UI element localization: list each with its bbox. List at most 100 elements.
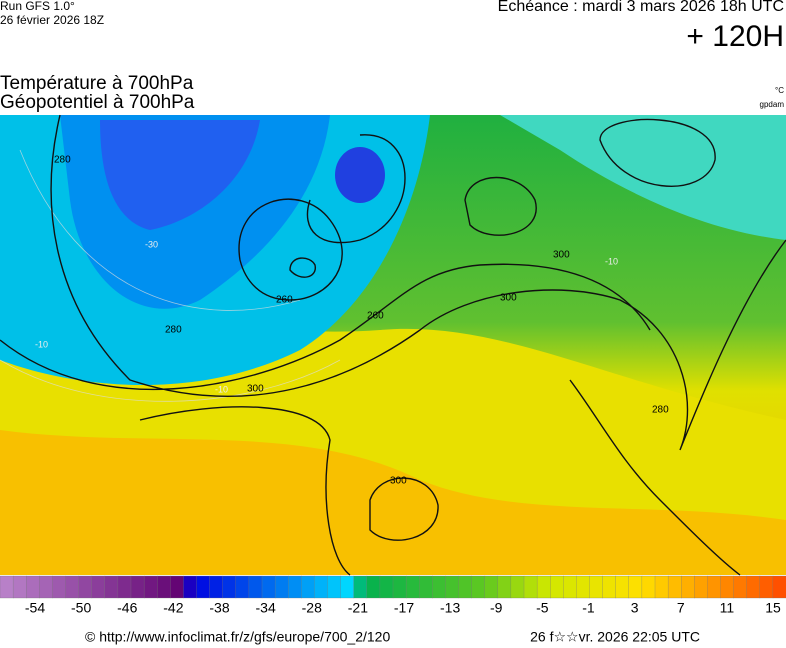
- isotherm-label: -30: [145, 239, 158, 249]
- contour: [599, 118, 716, 187]
- colorbar-swatch: [628, 575, 643, 599]
- colorbar-swatch: [78, 575, 93, 599]
- isotherm-label: -10: [35, 339, 48, 349]
- colorbar-swatch: [392, 575, 407, 599]
- contour: [306, 134, 406, 244]
- isotherm: [0, 359, 341, 402]
- map: 280 260 260 280 300 300 300 300 280 -30 …: [0, 114, 786, 576]
- colorbar-label: -46: [117, 600, 137, 616]
- colorbar-swatch: [432, 575, 446, 599]
- colorbar-swatch: [419, 575, 433, 599]
- colorbar-swatch: [261, 575, 276, 599]
- colorbar-label: -9: [490, 600, 503, 616]
- colorbar-swatch: [235, 575, 250, 599]
- colorbar-label: -21: [348, 600, 368, 616]
- colorbar-swatch: [117, 575, 132, 599]
- colorbar-swatch: [52, 575, 66, 599]
- colorbar-label: -5: [536, 600, 549, 616]
- colorbar-swatch: [746, 575, 761, 599]
- colorbar-swatch: [497, 575, 512, 599]
- colorbar-swatch: [170, 575, 184, 599]
- colorbar-swatch: [602, 575, 617, 599]
- colorbar-label: 7: [677, 600, 685, 616]
- title-geo: Géopotentiel à 700hPa: [0, 92, 195, 113]
- colorbar-label: 11: [720, 600, 735, 616]
- run-date: 26 février 2026 18Z: [0, 13, 104, 27]
- colorbar-label: -50: [71, 600, 91, 616]
- contour-label: 300: [390, 476, 407, 487]
- coldest-zone: [100, 120, 260, 230]
- contour-label: 280: [165, 325, 182, 336]
- colorbar-swatch: [288, 575, 302, 599]
- colorbar-swatch: [26, 575, 40, 599]
- colorbar-swatch: [615, 575, 630, 599]
- contour: [238, 198, 343, 301]
- colorbar-swatch: [484, 575, 499, 599]
- colorbar-swatch: [327, 575, 342, 599]
- colorbar-swatch: [458, 575, 473, 599]
- colorbar-label: -34: [256, 600, 276, 616]
- contour: [50, 114, 786, 451]
- colorbar-swatch: [733, 575, 748, 599]
- colorbar-label: -42: [163, 600, 183, 616]
- colorbar-label: 3: [631, 600, 639, 616]
- colorbar-label: -28: [302, 600, 322, 616]
- colorbar-swatch: [340, 575, 355, 599]
- footer-url: © http://www.infoclimat.fr/z/gfs/europe/…: [85, 629, 390, 645]
- colorbar-swatch: [248, 575, 263, 599]
- colorbar-label: -17: [394, 600, 414, 616]
- contour: [369, 477, 439, 541]
- colorbar-label: -13: [440, 600, 460, 616]
- contour-label: 300: [247, 384, 264, 395]
- colorbar-swatch: [563, 575, 577, 599]
- run-label: Run GFS 1.0°: [0, 0, 75, 13]
- colorbar-swatch: [209, 575, 224, 599]
- colorbar-swatch: [222, 575, 237, 599]
- colorbar-swatch: [681, 575, 695, 599]
- hot-zone: [0, 430, 786, 575]
- colorbar-swatch: [274, 575, 289, 599]
- contour-label: 280: [652, 405, 669, 416]
- isotherm-label: -10: [215, 384, 228, 394]
- colorbar-swatch: [301, 575, 315, 599]
- colorbar-swatch: [576, 575, 590, 599]
- colorbar: -54 -50 -46 -42 -38 -34 -28 -21 -17 -13 -9 -5 -1 3 7 11…: [0, 575, 786, 616]
- colorbar-swatch: [353, 575, 368, 599]
- colorbar-swatch: [91, 575, 106, 599]
- cold-core: [335, 147, 385, 203]
- isotherm-label: -10: [605, 256, 618, 266]
- colorbar-swatch: [366, 575, 381, 599]
- contour-label: 300: [500, 293, 517, 304]
- contour-label: 280: [54, 155, 71, 166]
- footer-generated: 26 f☆☆vr. 2026 22:05 UTC: [530, 629, 700, 645]
- colorbar-swatch: [523, 575, 538, 599]
- colorbar-swatch: [471, 575, 486, 599]
- colorbar-swatch: [694, 575, 708, 599]
- colorbar-swatch: [130, 575, 145, 599]
- contour: [0, 263, 651, 391]
- colorbar-swatch: [314, 575, 328, 599]
- contour: [289, 257, 316, 278]
- colorbar-swatch: [720, 575, 735, 599]
- echeance: Echéance : mardi 3 mars 2026 18h UTC: [498, 0, 784, 15]
- colorbar-swatch: [183, 575, 197, 599]
- colorbar-swatch: [0, 575, 14, 599]
- colorbar-swatch: [759, 575, 774, 599]
- colorbar-swatch: [65, 575, 80, 599]
- colorbar-swatch: [536, 575, 551, 599]
- colorbar-swatch: [405, 575, 420, 599]
- contour: [569, 379, 741, 576]
- colorbar-swatch: [772, 575, 786, 599]
- colorbar-swatch: [641, 575, 656, 599]
- title-temp: Température à 700hPa: [0, 73, 194, 94]
- colorbar-swatch: [157, 575, 171, 599]
- unit-geo: gpdam: [760, 100, 785, 109]
- isotherm: [19, 149, 301, 311]
- colorbar-label: -54: [25, 600, 45, 616]
- colorbar-swatch: [654, 575, 669, 599]
- cool-zone-east: [500, 115, 786, 240]
- contour-label: 260: [367, 311, 384, 322]
- contour: [464, 176, 537, 236]
- colorbar-swatch: [39, 575, 53, 599]
